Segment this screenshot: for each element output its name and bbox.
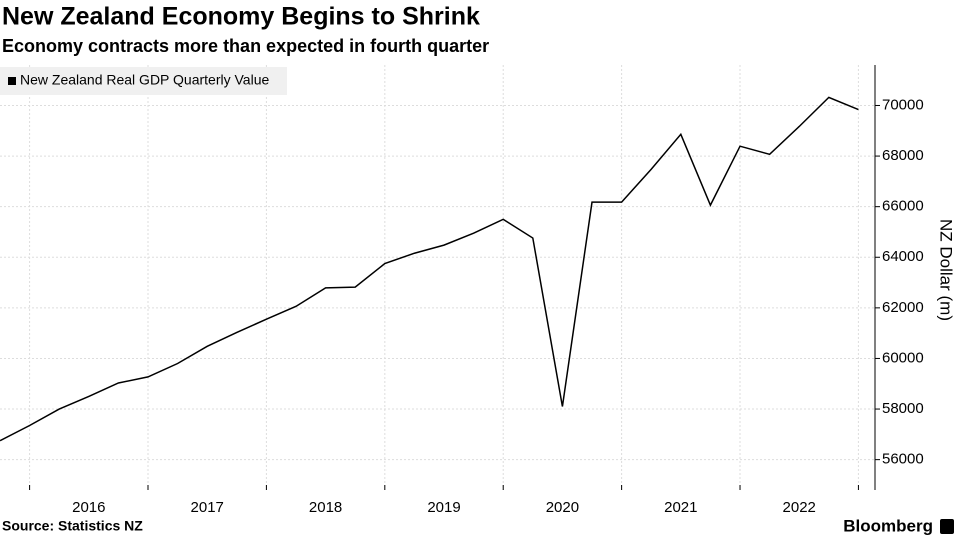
y-tick-label: 62000: [882, 299, 924, 316]
chart-title: New Zealand Economy Begins to Shrink: [2, 3, 480, 31]
source: Source: Statistics NZ: [2, 518, 143, 534]
line: [0, 96, 859, 442]
x-tick-label: 2016: [72, 499, 105, 516]
y-axis-label: NZ Dollar (m): [937, 219, 956, 321]
x-tick-label: 2017: [191, 499, 224, 516]
y-tick-label: 68000: [882, 147, 924, 164]
x-tick-label: 2021: [664, 499, 697, 516]
y-tick-label: 64000: [882, 248, 924, 265]
x-tick-label: 2020: [546, 499, 579, 516]
legend-label: New Zealand Real GDP Quarterly Value: [20, 72, 269, 88]
x-tick-label: 2018: [309, 499, 342, 516]
x-tick-label: 2022: [783, 499, 816, 516]
legend-swatch: [8, 77, 16, 85]
y-tick-label: 60000: [882, 349, 924, 366]
y-tick-label: 56000: [882, 451, 924, 468]
legend-box: [0, 67, 287, 95]
brand-icon: [940, 519, 954, 534]
chart-subtitle: Economy contracts more than expected in …: [2, 36, 489, 56]
x-tick-label: 2019: [427, 499, 460, 516]
y-tick-label: 66000: [882, 198, 924, 215]
brand: Bloomberg: [843, 516, 933, 535]
y-tick-label: 58000: [882, 400, 924, 417]
y-tick-label: 70000: [882, 96, 924, 113]
